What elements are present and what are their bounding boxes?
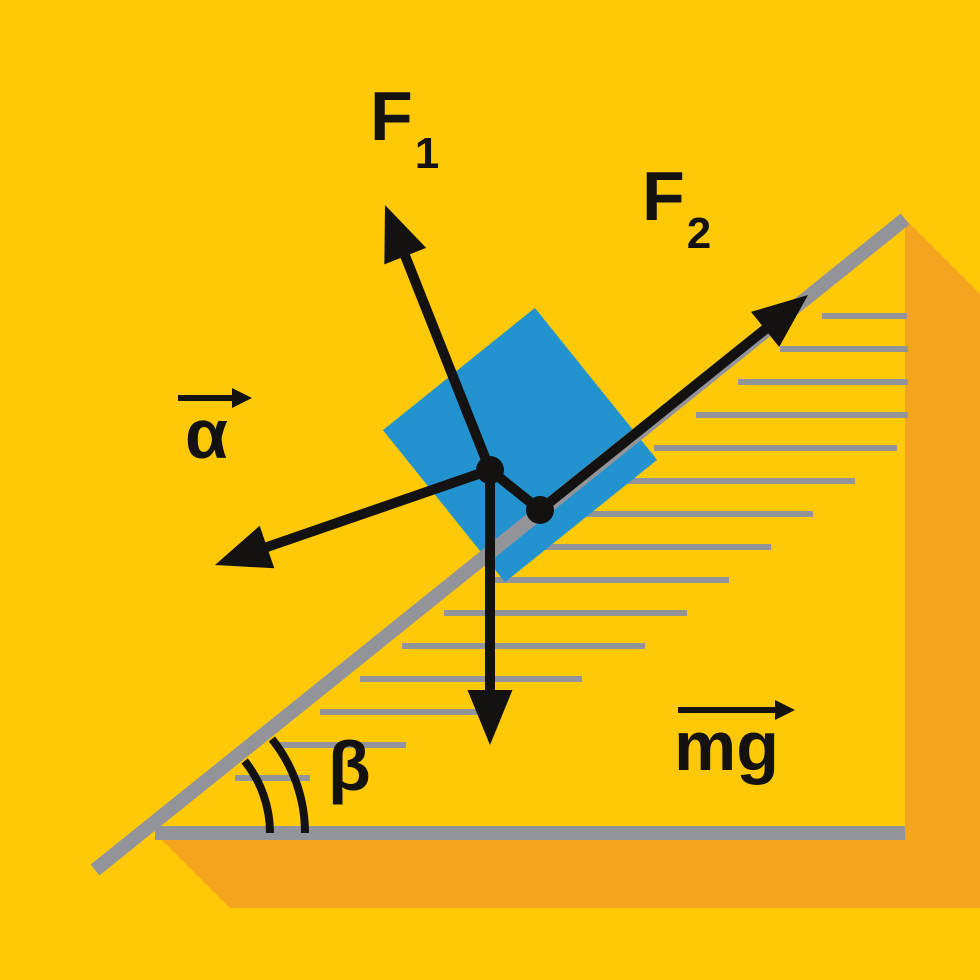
label-mg: mg <box>674 707 779 785</box>
origin-dot-1 <box>476 456 504 484</box>
physics-diagram: F1F2mgαβ <box>0 0 980 980</box>
label-alpha: α <box>185 395 228 473</box>
label-beta: β <box>328 727 371 805</box>
origin-dot-2 <box>526 496 554 524</box>
